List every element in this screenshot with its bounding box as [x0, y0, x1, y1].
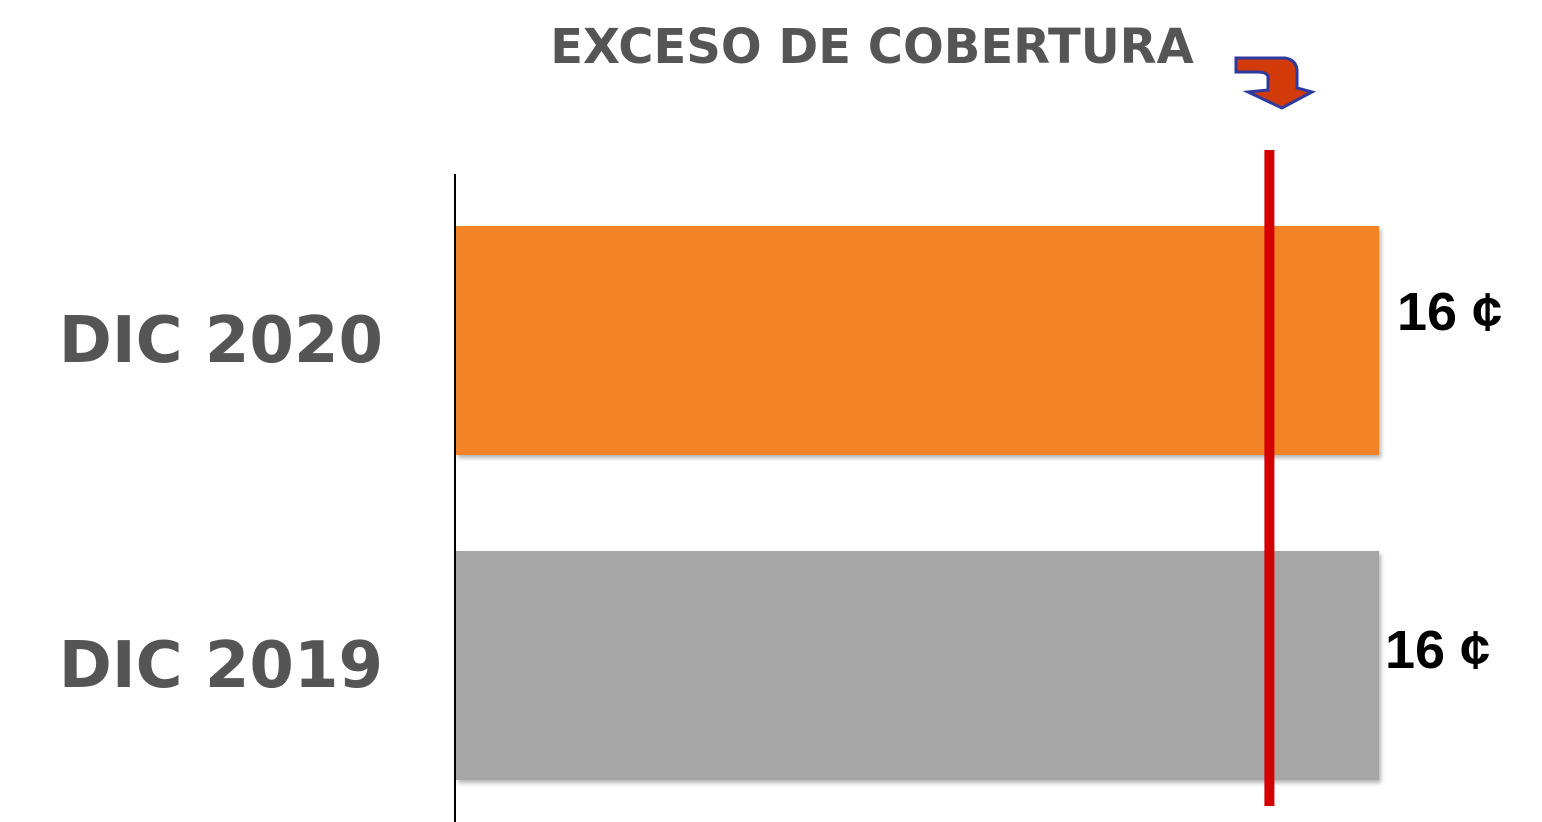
- arrow-icon: [1234, 56, 1317, 110]
- category-label: DIC 2019: [59, 629, 383, 703]
- value-label: 16 ¢: [1397, 282, 1502, 342]
- bar: [456, 551, 1379, 780]
- bar: [456, 226, 1379, 455]
- chart-title: EXCESO DE COBERTURA: [550, 19, 1194, 75]
- value-label: 16 ¢: [1385, 620, 1490, 680]
- category-label: DIC 2020: [59, 304, 383, 378]
